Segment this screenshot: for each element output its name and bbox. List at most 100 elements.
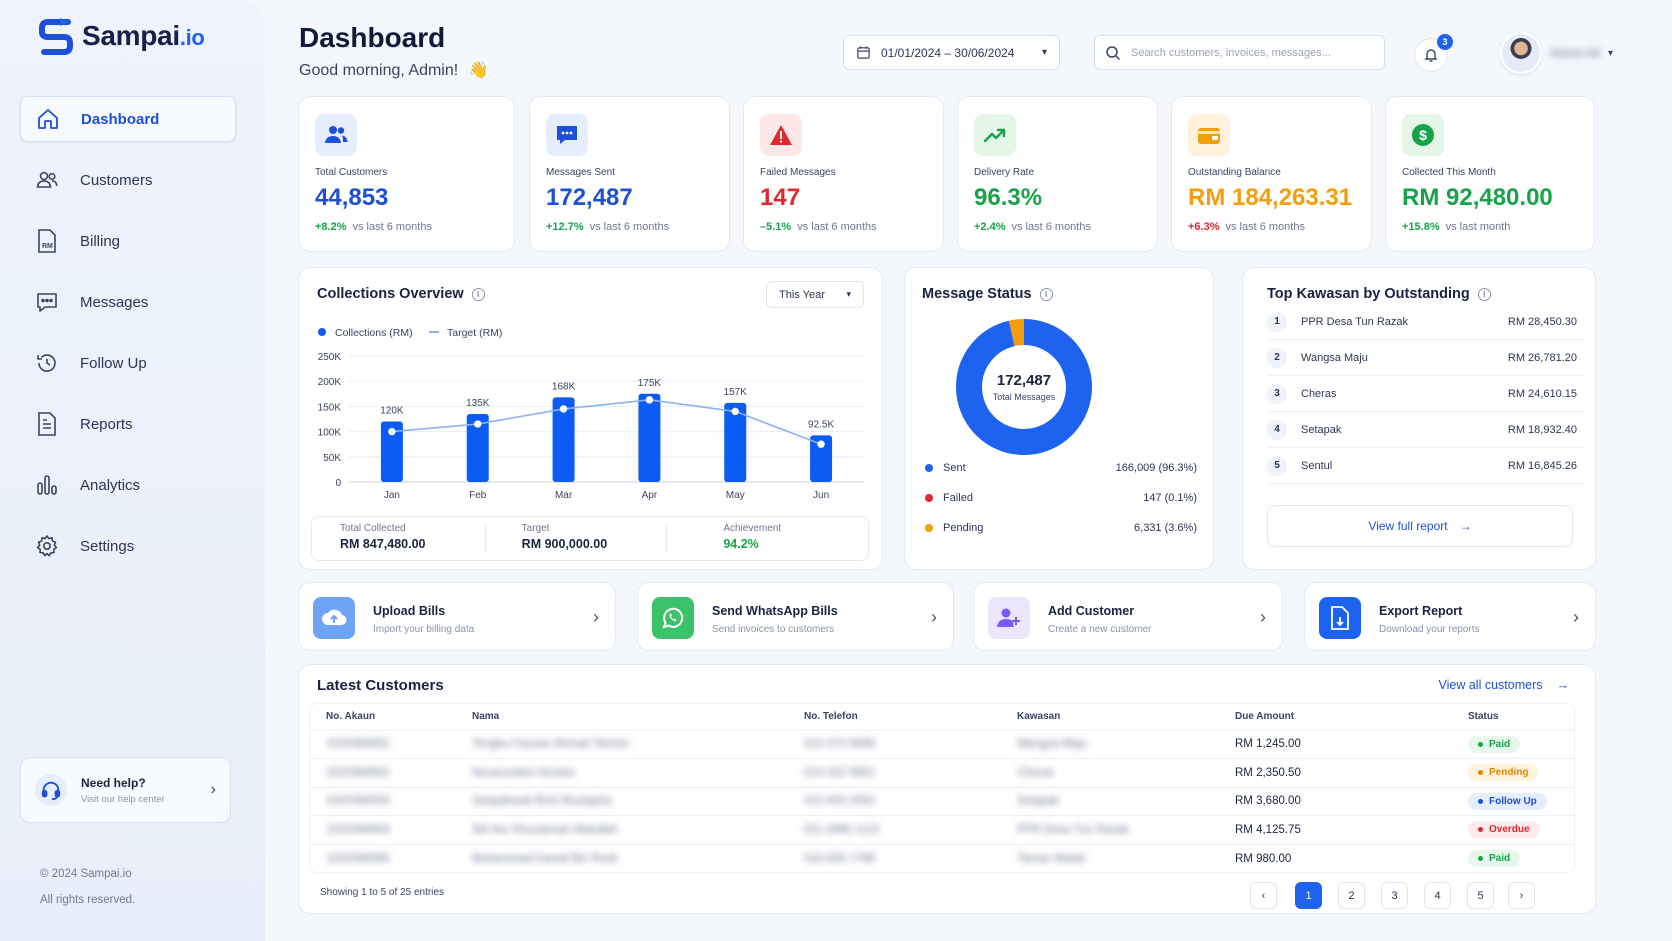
prev-page-button[interactable]: ‹ xyxy=(1250,882,1277,909)
col-header[interactable]: Kawasan xyxy=(1017,711,1061,723)
page-button[interactable]: 4 xyxy=(1424,882,1451,909)
col-header[interactable]: Status xyxy=(1468,711,1499,723)
bar-value-label: 168K xyxy=(552,381,576,392)
kawasan-row[interactable]: 3 Cheras RM 24,610.15 xyxy=(1267,376,1585,412)
notifications-button[interactable]: 3 xyxy=(1414,34,1453,72)
upload-bills-button[interactable]: Upload Bills Import your billing data › xyxy=(298,582,616,651)
kawasan-row[interactable]: 2 Wangsa Maju RM 26,781.20 xyxy=(1267,340,1585,376)
date-range-picker[interactable]: 01/01/2024 – 30/06/2024 ▾ xyxy=(843,35,1060,70)
target-point[interactable] xyxy=(817,440,825,448)
phone-number: 012-374 9088 xyxy=(788,729,1001,759)
rank-badge: 5 xyxy=(1267,455,1287,476)
col-header[interactable]: No. Akaun xyxy=(326,711,376,723)
bar-jun[interactable] xyxy=(810,435,833,482)
search-input[interactable]: Search customers, invoices, messages... xyxy=(1094,35,1385,70)
brand-logo[interactable]: Sampai.io xyxy=(38,16,205,56)
phone-number: 016-556 7788 xyxy=(788,843,1001,872)
main-content: Dashboard Good morning, Admin! 👋 01/01/2… xyxy=(265,0,1672,941)
col-header[interactable]: No. Telefon xyxy=(804,711,858,723)
send-whatsapp-bills-button[interactable]: Send WhatsApp Bills Send invoices to cus… xyxy=(637,582,954,651)
users-icon xyxy=(315,114,357,156)
table-row[interactable]: 1020384564 Siti Nur Khuzaimah Abdullah 011… xyxy=(310,815,1574,844)
sidebar-item-follow-up[interactable]: Follow Up xyxy=(20,340,236,386)
account-number: 1020384561 xyxy=(310,729,456,759)
kawasan-row[interactable]: 1 PPR Desa Tun Razak RM 28,450.30 xyxy=(1267,304,1585,340)
x-tick-label: Mar xyxy=(555,490,573,501)
status-badge: Follow Up xyxy=(1468,792,1547,810)
view-all-customers-link[interactable]: View all customers → xyxy=(1438,678,1569,692)
export-report-button[interactable]: Export Report Download your reports › xyxy=(1304,582,1596,651)
sidebar-item-label: Analytics xyxy=(80,476,141,494)
stat-label: Total Customers xyxy=(315,167,388,178)
summary-achievement: Achievement 94.2% xyxy=(723,523,782,551)
stat-card-outstanding-balance: Outstanding Balance RM 184,263.31 +6.3% v… xyxy=(1171,96,1372,252)
bar-feb[interactable] xyxy=(466,413,489,482)
bar-jan[interactable] xyxy=(380,421,403,482)
kawasan-row[interactable]: 5 Sentul RM 16,845.26 xyxy=(1267,448,1585,484)
summary-total-collected: Total Collected RM 847,480.00 xyxy=(312,523,486,554)
target-point[interactable] xyxy=(388,427,396,436)
due-amount: RM 1,245.00 xyxy=(1219,729,1452,759)
next-page-button[interactable]: › xyxy=(1508,882,1535,909)
page-button[interactable]: 1 xyxy=(1295,882,1322,909)
dollar-icon: $ xyxy=(1402,114,1444,156)
legend-label[interactable]: Collections (RM) xyxy=(335,327,413,339)
rights: All rights reserved. xyxy=(40,894,136,906)
page-button[interactable]: 5 xyxy=(1467,882,1494,909)
target-point[interactable] xyxy=(559,405,568,413)
y-tick-label: 0 xyxy=(335,478,341,489)
col-header[interactable]: Nama xyxy=(472,711,500,723)
collections-title: Collections Overview i xyxy=(317,286,485,302)
copyright: © 2024 Sampai.io xyxy=(40,868,132,880)
donut-segment-sent[interactable] xyxy=(956,319,1092,455)
view-full-report-button[interactable]: View full report → xyxy=(1267,505,1573,547)
bar-mar[interactable] xyxy=(552,397,575,482)
stat-change: +12.7% vs last 6 months xyxy=(546,221,670,233)
sidebar-item-messages[interactable]: Messages xyxy=(20,279,236,325)
table-row[interactable]: 1020384565 Muhammad Danial Bin Rosli 016-5… xyxy=(310,843,1574,872)
showing-entries: Showing 1 to 5 of 25 entries xyxy=(320,887,444,898)
target-line xyxy=(391,399,822,445)
collections-summary: Total Collected RM 847,480.00 Target RM … xyxy=(311,516,869,561)
page-button[interactable]: 2 xyxy=(1338,882,1365,909)
table-row[interactable]: 1020384563 Saripahwati Binti Mustapha 014-… xyxy=(310,786,1574,816)
bar-apr[interactable] xyxy=(638,393,661,482)
col-header[interactable]: Due Amount xyxy=(1235,711,1295,723)
target-point[interactable] xyxy=(645,396,654,404)
sidebar-item-billing[interactable]: RM Billing xyxy=(20,218,236,264)
add-customer-button[interactable]: Add Customer Create a new customer › xyxy=(973,582,1283,651)
chevron-right-icon: › xyxy=(210,781,216,798)
document-icon xyxy=(34,411,60,437)
user-menu[interactable]: Admin Ali ▾ xyxy=(1500,32,1613,74)
status-badge: Pending xyxy=(1468,764,1539,782)
period-select[interactable]: This Year ▾ xyxy=(766,281,864,308)
kawasan-row[interactable]: 4 Setapak RM 18,932.40 xyxy=(1267,412,1585,448)
stat-card-delivery-rate: Delivery Rate 96.3% +2.4% vs last 6 month… xyxy=(957,96,1158,252)
top-kawasan-title: Top Kawasan by Outstanding i xyxy=(1267,286,1491,302)
table-row[interactable]: 1020384562 Nurazzuliani Noraini 013-322 59… xyxy=(310,758,1574,787)
message-status-card: Message Status i 172,487 Total Messages S… xyxy=(904,267,1214,570)
logo-icon xyxy=(39,18,73,55)
target-point[interactable] xyxy=(474,420,482,428)
table-row[interactable]: 1020384561 Tengku Fauzan Ahmad Tarmizi 012… xyxy=(310,729,1574,759)
x-tick-label: Feb xyxy=(469,490,487,501)
help-center-card[interactable]: Need help? Visit our help center › xyxy=(20,757,231,823)
x-tick-label: Jun xyxy=(813,490,829,501)
sidebar-item-customers[interactable]: Customers xyxy=(20,157,236,203)
x-tick-label: Apr xyxy=(642,490,658,501)
page-button[interactable]: 3 xyxy=(1381,882,1408,909)
target-point[interactable] xyxy=(731,407,739,416)
legend-label[interactable]: Target (RM) xyxy=(447,327,502,339)
sidebar-item-settings[interactable]: Settings xyxy=(20,523,236,569)
sidebar-item-analytics[interactable]: Analytics xyxy=(20,462,236,508)
rank-badge: 3 xyxy=(1267,383,1287,404)
page-title: Dashboard xyxy=(299,22,446,53)
bar-may[interactable] xyxy=(724,402,747,482)
customer-name: Muhammad Danial Bin Rosli xyxy=(456,843,788,872)
action-subtitle: Create a new customer xyxy=(1048,624,1152,635)
sidebar-item-dashboard[interactable]: Dashboard xyxy=(20,96,236,142)
status-cell: Overdue xyxy=(1452,815,1574,844)
due-amount: RM 3,680.00 xyxy=(1219,786,1452,816)
customers-table-wrap: No. Akaun Nama No. Telefon Kawasan Due A… xyxy=(309,703,1575,873)
sidebar-item-reports[interactable]: Reports xyxy=(20,401,236,447)
